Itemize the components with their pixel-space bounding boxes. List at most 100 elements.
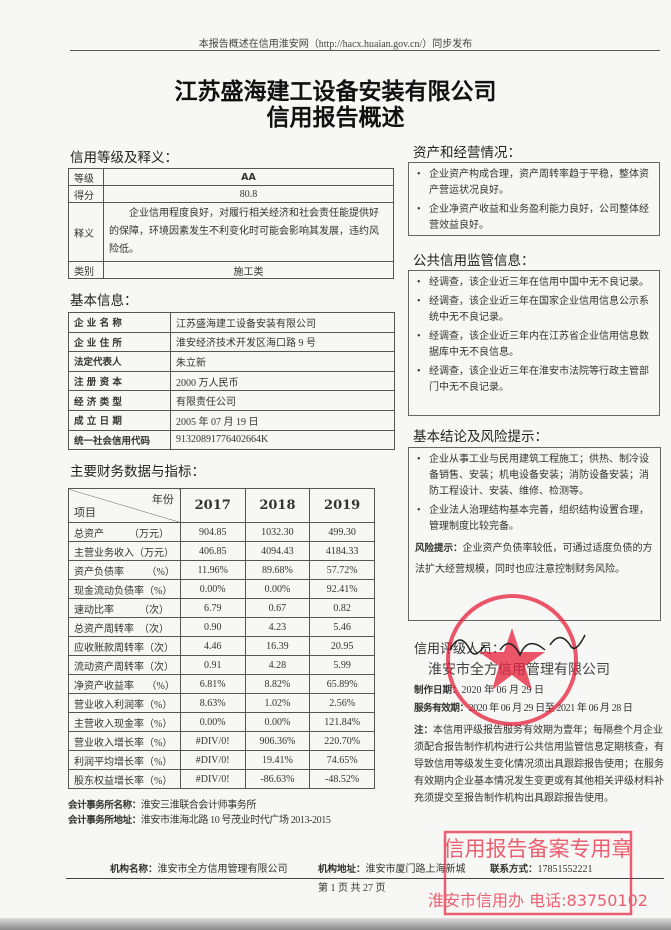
- table-row: 总资产 （万元） 904.85 1032.30 499.30: [68, 522, 375, 542]
- value-2017: 8.63%: [179, 693, 246, 713]
- value-2017: 11.96%: [179, 560, 246, 580]
- contact-label: 联系方式：: [490, 864, 538, 875]
- bullet-item: 经调查，该企业近三年在国家企业信用信息公示系统中无不良记录。: [415, 294, 653, 326]
- value-2018: 4094.43: [244, 541, 311, 561]
- field-value: 91320891776402664K: [170, 429, 395, 451]
- metric-name: 资产负债率 （%）: [68, 560, 181, 580]
- bullet-item: 企业资产构成合理，资产周转率趋于平稳，整体资产营运状况良好。: [415, 167, 653, 199]
- basic-row: 法定代表人 朱立新: [68, 351, 395, 372]
- assets-heading: 资产和经营情况：: [413, 145, 521, 160]
- cell: 得分: [68, 185, 104, 203]
- report-title: 信用报告概述: [266, 105, 405, 131]
- value-2019: 74.65%: [309, 750, 375, 770]
- valid-value: 2020 年 06 月 29 日至 2021 年 06 月 28 日: [468, 703, 633, 714]
- field-label: 企 业 名 称: [68, 312, 171, 333]
- value-2017: 6.81%: [179, 674, 246, 694]
- page-number: 第 1 页 共 27 页: [318, 883, 386, 894]
- value-2017: 0.00%: [179, 712, 246, 732]
- field-value: 2000 万人民币: [170, 370, 395, 392]
- table-row: 流动资产周转率（次） 0.91 4.28 5.99: [68, 655, 375, 675]
- table-row: 主营业务收入（万元） 406.85 4094.43 4184.33: [68, 541, 375, 561]
- field-label: 成 立 日 期: [68, 409, 171, 431]
- org-value: 淮安市全方信用管理有限公司: [157, 864, 288, 875]
- year-header: 2019: [309, 488, 375, 523]
- metric-name: 净资产收益率 （%）: [68, 674, 181, 694]
- assets-box: 企业资产构成合理，资产周转率趋于平稳，整体资产营运状况良好。企业净资产收益和业务…: [408, 162, 660, 236]
- basic-info-table: 企 业 名 称江苏盛海建工设备安装有限公司企 业 住 所淮安经济技术开发区海口路…: [68, 312, 395, 451]
- metric-name: 利润平均增长率（%）: [68, 750, 181, 770]
- metric-name: 应收账款周转率（次）: [68, 636, 181, 656]
- bullet-item: 经调查，该企业近三年在淮安市法院等行政主管部门中无不良记录。: [415, 364, 653, 396]
- rater-label: 信用评级人员：: [414, 641, 506, 656]
- seal-text: 信用报告备案专用章: [444, 837, 633, 861]
- finance-table: 年份 项目 2017 2018 2019 总资产 （万元） 904.85 1032.3…: [68, 488, 375, 789]
- date-label: 制作日期：: [414, 685, 462, 696]
- value-2018: 0.00%: [244, 712, 311, 732]
- value-2018: 8.82%: [244, 674, 311, 694]
- metric-name: 总资产 （万元）: [68, 522, 181, 542]
- value-2018: 89.68%: [244, 560, 311, 580]
- rater-company: 淮安市全方信用管理有限公司: [428, 663, 610, 678]
- year-header: 2018: [244, 488, 311, 523]
- metric-name: 营业收入增长率（%）: [68, 731, 181, 751]
- contact-value: 17851552221: [537, 864, 593, 875]
- field-label: 注 册 资 本: [68, 370, 171, 392]
- value-2018: 1032.30: [244, 522, 311, 542]
- value-2018: 0.00%: [244, 579, 311, 599]
- value-2018: 4.28: [244, 655, 311, 675]
- bullet-item: 经调查，该企业近三年在信用中国中无不良记录。: [415, 275, 653, 291]
- value-2019: 5.46: [309, 617, 375, 637]
- field-label: 统一社会信用代码: [68, 429, 171, 451]
- metric-name: 主营收入现金率（%）: [68, 712, 181, 732]
- bullet-item: 企业净资产收益和业务盈利能力良好，公司整体经营效益良好。: [415, 202, 653, 234]
- finance-heading: 主要财务数据与指标：: [70, 464, 205, 479]
- cell: 类别: [68, 261, 104, 279]
- accountant-addr-label: 会计事务所地址：: [68, 815, 141, 826]
- table-row: 资产负债率 （%） 11.96% 89.68% 57.72%: [68, 560, 375, 580]
- conclusion-box: 企业从事工业与民用建筑工程施工；供热、制冷设备销售、安装；机电设备安装；消防设备…: [408, 447, 661, 621]
- corner-item: 项目: [74, 507, 96, 519]
- conclusion-heading: 基本结论及风险提示：: [413, 429, 548, 444]
- value-2017: 0.00%: [179, 579, 246, 599]
- table-row: 速动比率 （次） 6.79 0.67 0.82: [68, 598, 375, 618]
- metric-name: 股东权益增长率（%）: [68, 769, 181, 789]
- value-2018: 906.36%: [244, 731, 311, 751]
- value-2018: 19.41%: [244, 750, 311, 770]
- bullet-item: 企业法人治理结构基本完善，组织结构设置合理，管理制度比较完备。: [415, 503, 654, 535]
- field-label: 企 业 住 所: [68, 331, 171, 353]
- value-2019: 220.70%: [309, 731, 375, 751]
- grade-value: AA: [103, 168, 394, 186]
- value-2019: 499.30: [309, 522, 375, 542]
- accountant-name: 淮安三淮联合会计师事务所: [140, 800, 257, 811]
- table-row: 主营收入现金率（%） 0.00% 0.00% 121.84%: [68, 712, 375, 732]
- value-2019: 92.41%: [309, 579, 375, 599]
- value-2017: #DIV/0!: [179, 750, 246, 770]
- accountant-addr: 淮安市淮海北路 10 号茂业时代广场 2013-2015: [140, 815, 331, 826]
- divider: [70, 50, 660, 51]
- table-row: 应收账款周转率（次） 4.46 16.39 20.95: [68, 636, 375, 656]
- table-row: 净资产收益率 （%） 6.81% 8.82% 65.89%: [68, 674, 375, 694]
- note-label: 注：: [414, 725, 434, 736]
- company-title: 江苏盛海建工设备安装有限公司: [174, 79, 497, 105]
- table-row: 现金流动负债率（%） 0.00% 0.00% 92.41%: [68, 579, 375, 599]
- scan-edge: [0, 918, 671, 930]
- value-2017: 4.46: [179, 636, 246, 656]
- score-value: 80.8: [103, 185, 394, 203]
- metric-name: 主营业务收入（万元）: [68, 541, 181, 561]
- org-addr-label: 机构地址：: [318, 864, 366, 875]
- value-2018: 0.67: [244, 598, 311, 618]
- value-2017: #DIV/0!: [179, 769, 246, 789]
- header-text: 本报告概述在信用淮安网（http://hacx.huaian.gov.cn/）同…: [198, 39, 473, 50]
- metric-name: 总资产周转率 （次）: [68, 617, 181, 637]
- year-header: 2017: [179, 488, 246, 523]
- field-value: 淮安经济技术开发区海口路 9 号: [170, 331, 395, 353]
- org-label: 机构名称：: [110, 864, 158, 875]
- basic-row: 企 业 住 所淮安经济技术开发区海口路 9 号: [68, 331, 395, 353]
- field-value: 朱立新: [170, 351, 395, 372]
- risk-text: 企业资产负债率较低，可通过适度负债的方法扩大经营规模，同时也应注意控制财务风险。: [415, 543, 653, 575]
- value-2019: 2.56%: [309, 693, 375, 713]
- field-value: 2005 年 07 月 19 日: [170, 409, 395, 431]
- bullet-item: 经调查，该企业近三年内在江苏省企业信用信息数据库中无不良信息。: [415, 329, 653, 361]
- valid-label: 服务有效期：: [414, 703, 469, 714]
- interpretation: 企业信用程度良好，对履行相关经济和社会责任能提供好的保障，环境因素发生不利变化时…: [103, 202, 394, 262]
